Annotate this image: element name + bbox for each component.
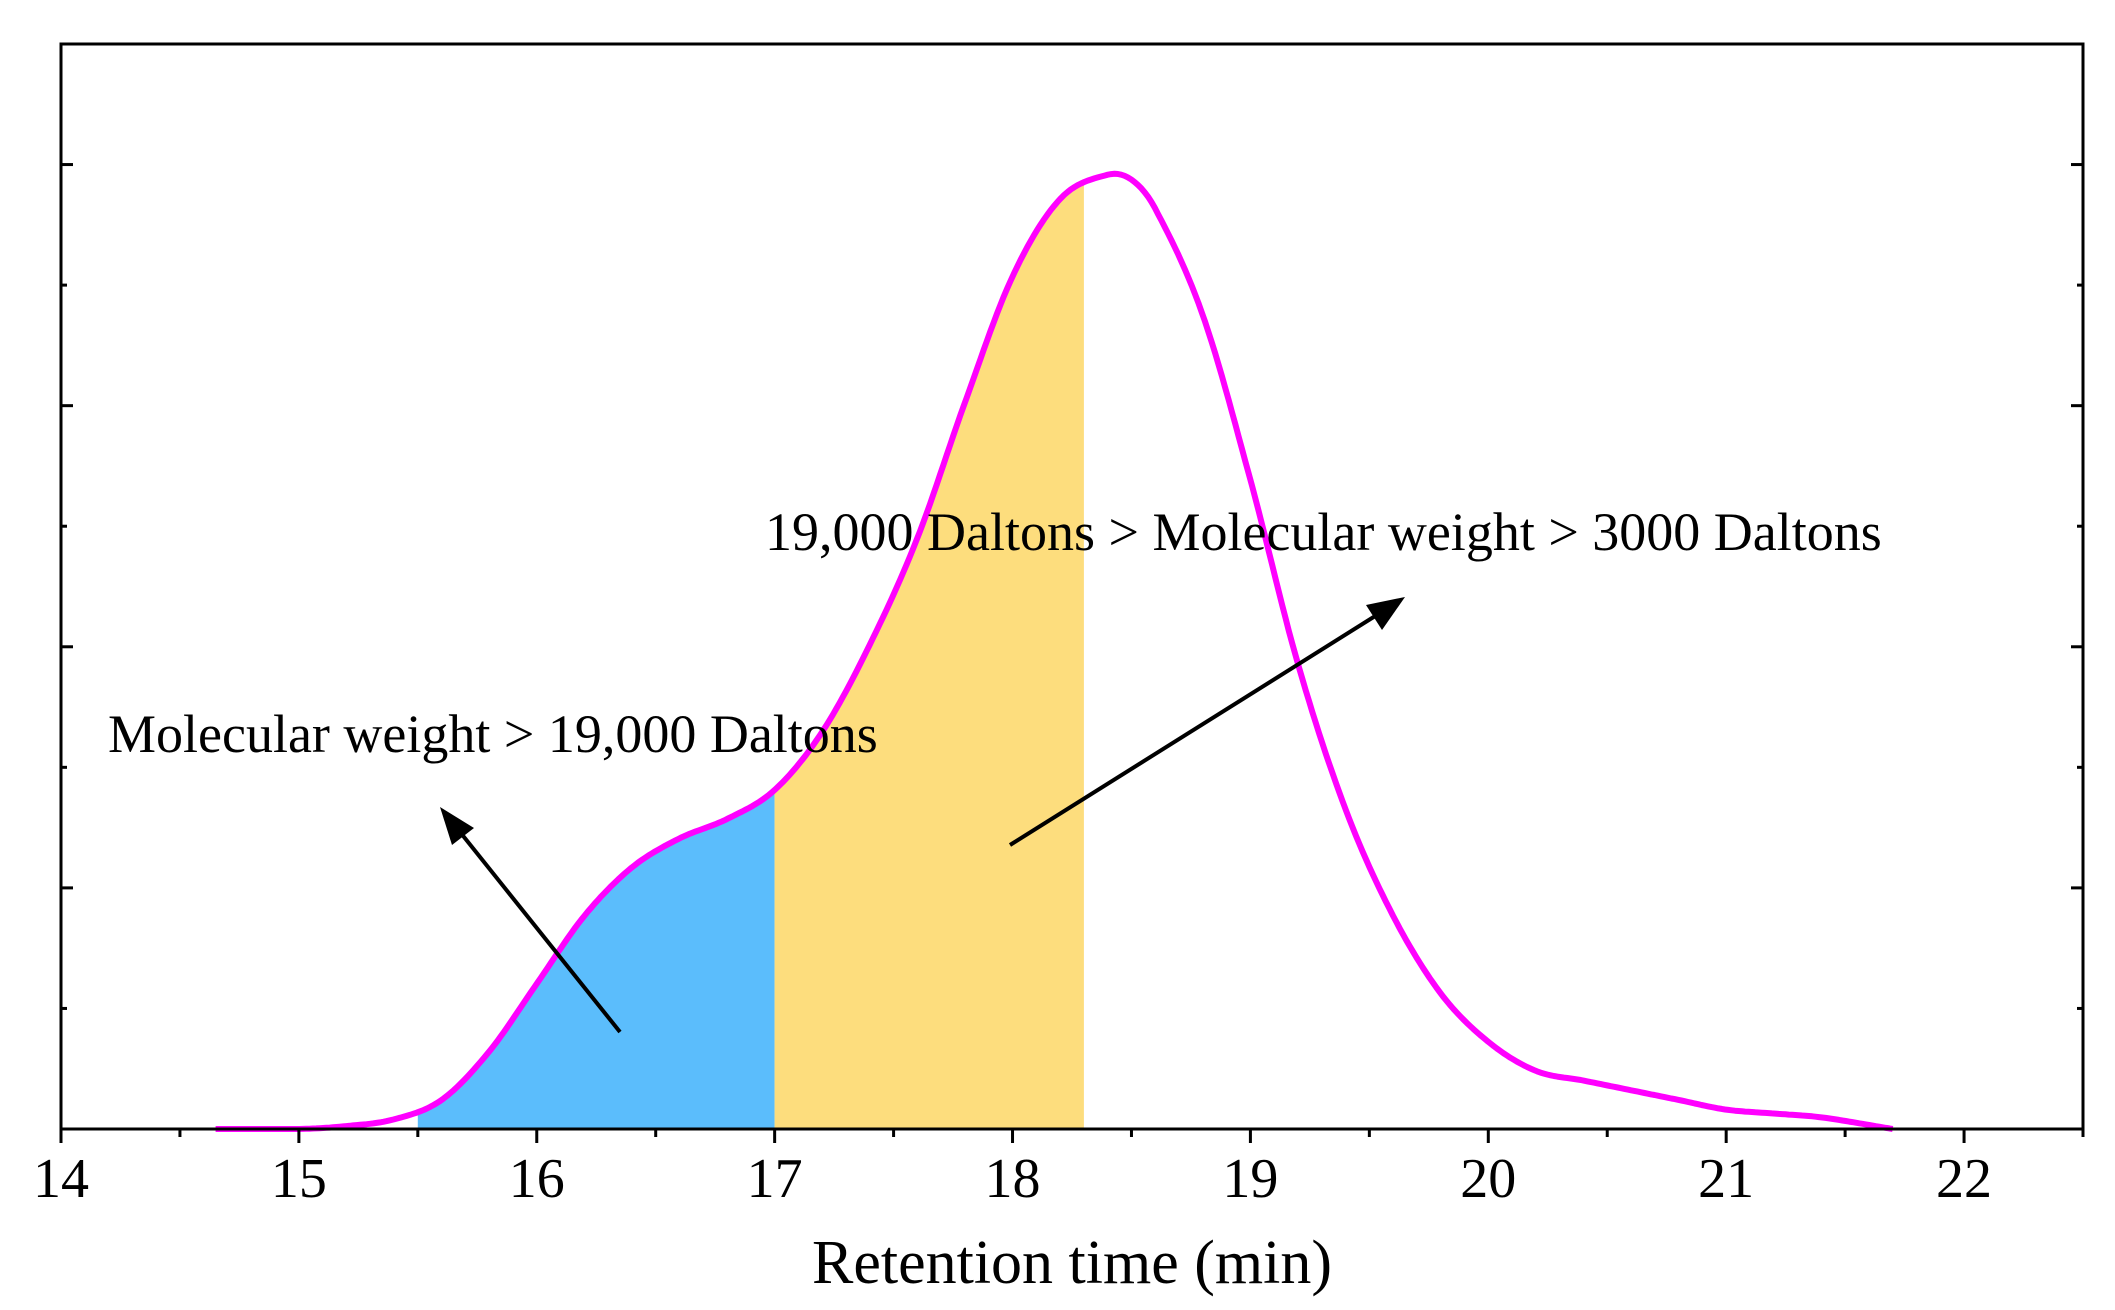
x-tick-label: 22: [1936, 1148, 1992, 1210]
x-tick-label: 17: [747, 1148, 803, 1210]
x-tick-label: 19: [1222, 1148, 1278, 1210]
shaded-region-0: [417, 789, 775, 1129]
x-tick-label: 14: [33, 1148, 89, 1210]
shaded-region-1: [774, 182, 1084, 1130]
arrow-mid-mw: [1008, 597, 1405, 847]
x-axis-title: Retention time (min): [812, 1229, 1332, 1297]
x-tick-label: 15: [271, 1148, 327, 1210]
annotation-high-mw: Molecular weight > 19,000 Daltons: [108, 704, 878, 764]
x-tick-label: 18: [985, 1148, 1041, 1210]
x-tick-label: 21: [1698, 1148, 1754, 1210]
chromatogram-curve: [215, 170, 1894, 1132]
plot-frame: [59, 42, 2085, 1131]
annotation-mid-mw: 19,000 Daltons > Molecular weight > 3000…: [765, 502, 1882, 562]
x-tick-label: 20: [1460, 1148, 1516, 1210]
arrow-high-mw: [440, 807, 622, 1034]
x-tick-label: 16: [509, 1148, 565, 1210]
